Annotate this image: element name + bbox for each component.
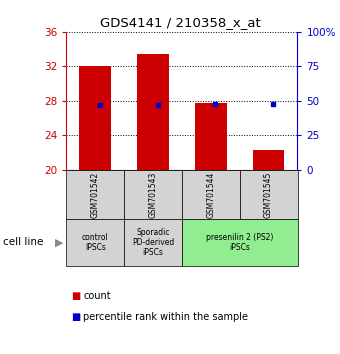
Bar: [66, 219, 124, 266]
Bar: [182, 170, 240, 219]
Text: GDS4141 / 210358_x_at: GDS4141 / 210358_x_at: [100, 16, 260, 29]
Text: GSM701545: GSM701545: [264, 171, 273, 218]
Text: control
IPSCs: control IPSCs: [82, 233, 108, 252]
Text: ■: ■: [71, 312, 81, 322]
Bar: [253, 150, 285, 170]
Text: GSM701542: GSM701542: [91, 172, 100, 218]
Text: cell line: cell line: [3, 238, 44, 247]
Bar: [66, 170, 124, 219]
Text: percentile rank within the sample: percentile rank within the sample: [83, 312, 248, 322]
Bar: [182, 219, 298, 266]
Text: ■: ■: [71, 291, 81, 301]
Bar: [137, 54, 169, 170]
Bar: [240, 170, 298, 219]
Text: Sporadic
PD-derived
iPSCs: Sporadic PD-derived iPSCs: [132, 228, 174, 257]
Bar: [195, 103, 227, 170]
Text: ▶: ▶: [55, 238, 64, 247]
Text: count: count: [83, 291, 111, 301]
Bar: [124, 219, 182, 266]
Bar: [124, 170, 182, 219]
Text: presenilin 2 (PS2)
iPSCs: presenilin 2 (PS2) iPSCs: [206, 233, 273, 252]
Text: GSM701544: GSM701544: [206, 171, 215, 218]
Bar: [79, 65, 111, 170]
Text: GSM701543: GSM701543: [149, 171, 157, 218]
